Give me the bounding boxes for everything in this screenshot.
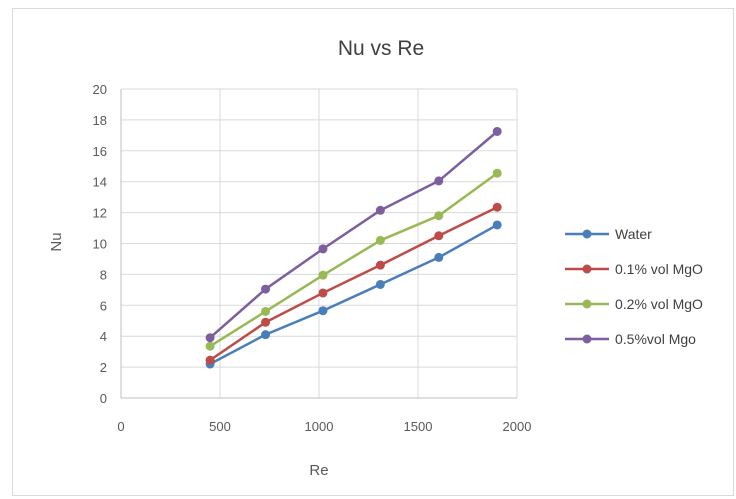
legend-label: 0.1% vol MgO [615, 261, 703, 277]
data-point [205, 333, 215, 343]
data-point [318, 270, 328, 280]
data-point [375, 235, 385, 245]
y-tick-label: 12 [93, 206, 107, 221]
series-lines [205, 126, 502, 369]
series-0 [205, 220, 502, 369]
legend-marker [582, 264, 592, 274]
legend-entry: 0.1% vol MgO [565, 261, 703, 277]
series-line [209, 206, 498, 362]
data-point [375, 260, 385, 270]
legend-marker [582, 299, 592, 309]
gridlines [121, 88, 518, 398]
chart-frame: Nu vs Re 0 2 4 6 8 10 12 14 16 18 20 0 500 1000 1500 20… [12, 8, 734, 496]
data-point [205, 355, 215, 365]
chart-title: Nu vs Re [338, 37, 424, 60]
y-tick-label: 16 [93, 144, 107, 159]
y-tick-label: 18 [93, 113, 107, 128]
series-line [209, 223, 498, 366]
legend-label: Water [615, 226, 652, 242]
legend-marker [582, 229, 592, 239]
data-point [205, 341, 215, 351]
tick-labels: 0 2 4 6 8 10 12 14 16 18 20 0 500 1000 1500 2000 [93, 82, 532, 434]
series-line [209, 130, 499, 339]
data-point [492, 202, 502, 212]
y-tick-label: 0 [100, 391, 107, 406]
data-point [434, 231, 444, 241]
data-point [261, 284, 271, 294]
data-point [434, 252, 444, 262]
data-point [261, 317, 271, 327]
x-tick-label: 0 [117, 419, 124, 434]
data-point [492, 168, 502, 178]
data-point [434, 176, 444, 186]
data-point [375, 205, 385, 215]
data-point [375, 279, 385, 289]
legend: Water 0.1% vol MgO 0.2% vol MgO 0.5%vol Mgo [565, 226, 703, 347]
legend-marker [582, 334, 592, 344]
data-point [492, 126, 502, 136]
legend-entry: Water [565, 226, 652, 242]
series-2 [205, 168, 502, 351]
legend-label: 0.5%vol Mgo [615, 331, 696, 347]
y-tick-label: 10 [93, 237, 107, 252]
x-tick-label: 1500 [404, 419, 433, 434]
series-1 [205, 202, 502, 365]
y-axis-title: Nu [48, 232, 65, 251]
axes [120, 89, 517, 399]
data-point [492, 220, 502, 230]
legend-entry: 0.5%vol Mgo [565, 331, 696, 347]
x-tick-label: 2000 [503, 419, 532, 434]
data-point [261, 306, 271, 316]
y-tick-label: 8 [100, 267, 107, 282]
data-point [318, 288, 328, 298]
legend-entry: 0.2% vol MgO [565, 296, 703, 312]
y-tick-label: 4 [100, 329, 107, 344]
data-point [318, 244, 328, 254]
y-tick-label: 2 [100, 360, 107, 375]
series-line [209, 172, 498, 348]
legend-label: 0.2% vol MgO [615, 296, 703, 312]
data-point [434, 211, 444, 221]
y-tick-label: 20 [93, 82, 107, 97]
y-tick-label: 14 [93, 175, 107, 190]
line-chart: Nu vs Re 0 2 4 6 8 10 12 14 16 18 20 0 500 1000 1500 20… [48, 37, 703, 479]
x-tick-label: 500 [209, 419, 231, 434]
x-tick-label: 1000 [305, 419, 334, 434]
data-point [318, 306, 328, 316]
y-tick-label: 6 [100, 298, 107, 313]
data-point [261, 330, 271, 340]
x-axis-title: Re [309, 462, 328, 479]
series-3 [205, 126, 502, 343]
